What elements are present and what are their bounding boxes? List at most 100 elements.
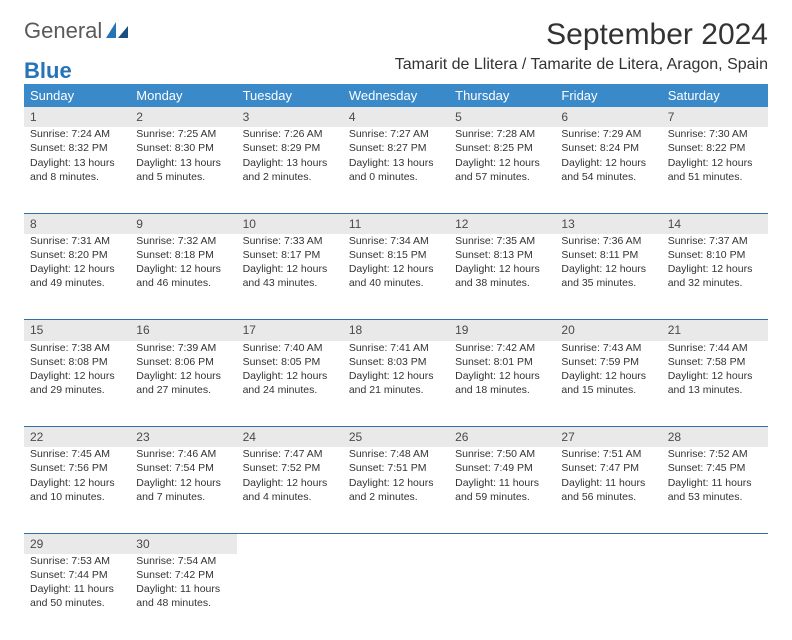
day-cell: Sunrise: 7:33 AMSunset: 8:17 PMDaylight:…: [237, 234, 343, 320]
day-number: 26: [449, 427, 555, 448]
header: General September 2024: [24, 18, 768, 52]
daylight-line: Daylight: 12 hours and 54 minutes.: [561, 156, 655, 184]
day-number: 28: [662, 427, 768, 448]
day-number: 2: [130, 107, 236, 127]
day-cell: Sunrise: 7:45 AMSunset: 7:56 PMDaylight:…: [24, 447, 130, 533]
sunset-line: Sunset: 8:18 PM: [136, 248, 230, 262]
day-cell: Sunrise: 7:41 AMSunset: 8:03 PMDaylight:…: [343, 341, 449, 427]
sunrise-line: Sunrise: 7:45 AM: [30, 447, 124, 461]
day-number: 4: [343, 107, 449, 127]
calendar-table: Sunday Monday Tuesday Wednesday Thursday…: [24, 84, 768, 640]
daylight-line: Daylight: 12 hours and 29 minutes.: [30, 369, 124, 397]
day-cell: Sunrise: 7:52 AMSunset: 7:45 PMDaylight:…: [662, 447, 768, 533]
week-row: Sunrise: 7:31 AMSunset: 8:20 PMDaylight:…: [24, 234, 768, 320]
day-number: 3: [237, 107, 343, 127]
day-cell: Sunrise: 7:26 AMSunset: 8:29 PMDaylight:…: [237, 127, 343, 213]
daylight-line: Daylight: 12 hours and 7 minutes.: [136, 476, 230, 504]
sunset-line: Sunset: 8:11 PM: [561, 248, 655, 262]
daylight-line: Daylight: 12 hours and 43 minutes.: [243, 262, 337, 290]
week-row: Sunrise: 7:38 AMSunset: 8:08 PMDaylight:…: [24, 341, 768, 427]
sunrise-line: Sunrise: 7:32 AM: [136, 234, 230, 248]
sunrise-line: Sunrise: 7:53 AM: [30, 554, 124, 568]
day-cell: Sunrise: 7:38 AMSunset: 8:08 PMDaylight:…: [24, 341, 130, 427]
sunrise-line: Sunrise: 7:25 AM: [136, 127, 230, 141]
sunset-line: Sunset: 8:30 PM: [136, 141, 230, 155]
sunrise-line: Sunrise: 7:48 AM: [349, 447, 443, 461]
daylight-line: Daylight: 12 hours and 18 minutes.: [455, 369, 549, 397]
sunrise-line: Sunrise: 7:39 AM: [136, 341, 230, 355]
day-cell: Sunrise: 7:30 AMSunset: 8:22 PMDaylight:…: [662, 127, 768, 213]
location-subtitle: Tamarit de Llitera / Tamarite de Litera,…: [395, 56, 768, 74]
daylight-line: Daylight: 11 hours and 53 minutes.: [668, 476, 762, 504]
daylight-line: Daylight: 12 hours and 27 minutes.: [136, 369, 230, 397]
sunrise-line: Sunrise: 7:36 AM: [561, 234, 655, 248]
day-number: [343, 533, 449, 554]
day-number: 12: [449, 213, 555, 234]
sunset-line: Sunset: 7:59 PM: [561, 355, 655, 369]
sunset-line: Sunset: 8:22 PM: [668, 141, 762, 155]
sunset-line: Sunset: 7:58 PM: [668, 355, 762, 369]
daylight-line: Daylight: 12 hours and 51 minutes.: [668, 156, 762, 184]
day-number: 21: [662, 320, 768, 341]
sunset-line: Sunset: 7:56 PM: [30, 461, 124, 475]
daylight-line: Daylight: 12 hours and 24 minutes.: [243, 369, 337, 397]
daylight-line: Daylight: 12 hours and 2 minutes.: [349, 476, 443, 504]
day-cell: Sunrise: 7:36 AMSunset: 8:11 PMDaylight:…: [555, 234, 661, 320]
day-cell: Sunrise: 7:27 AMSunset: 8:27 PMDaylight:…: [343, 127, 449, 213]
sunset-line: Sunset: 7:47 PM: [561, 461, 655, 475]
day-number: 16: [130, 320, 236, 341]
daynum-row: 2930: [24, 533, 768, 554]
sunset-line: Sunset: 8:24 PM: [561, 141, 655, 155]
sunset-line: Sunset: 7:54 PM: [136, 461, 230, 475]
weekday-header-row: Sunday Monday Tuesday Wednesday Thursday…: [24, 84, 768, 107]
day-cell: [237, 554, 343, 640]
sunset-line: Sunset: 8:15 PM: [349, 248, 443, 262]
daynum-row: 22232425262728: [24, 427, 768, 448]
sunset-line: Sunset: 8:08 PM: [30, 355, 124, 369]
day-cell: Sunrise: 7:32 AMSunset: 8:18 PMDaylight:…: [130, 234, 236, 320]
brand-word2: Blue: [24, 58, 72, 84]
sunrise-line: Sunrise: 7:43 AM: [561, 341, 655, 355]
day-cell: Sunrise: 7:25 AMSunset: 8:30 PMDaylight:…: [130, 127, 236, 213]
sunrise-line: Sunrise: 7:54 AM: [136, 554, 230, 568]
sunrise-line: Sunrise: 7:29 AM: [561, 127, 655, 141]
sunrise-line: Sunrise: 7:34 AM: [349, 234, 443, 248]
week-row: Sunrise: 7:45 AMSunset: 7:56 PM Daylight:…: [24, 447, 768, 533]
day-cell: Sunrise: 7:53 AMSunset: 7:44 PMDaylight:…: [24, 554, 130, 640]
day-number: 5: [449, 107, 555, 127]
sunset-line: Sunset: 8:10 PM: [668, 248, 762, 262]
daylight-line: Daylight: 12 hours and 35 minutes.: [561, 262, 655, 290]
sunrise-line: Sunrise: 7:51 AM: [561, 447, 655, 461]
day-number: 23: [130, 427, 236, 448]
sunset-line: Sunset: 7:51 PM: [349, 461, 443, 475]
day-number: 8: [24, 213, 130, 234]
day-cell: Sunrise: 7:51 AMSunset: 7:47 PMDaylight:…: [555, 447, 661, 533]
day-number: 9: [130, 213, 236, 234]
day-number: 18: [343, 320, 449, 341]
day-cell: Sunrise: 7:48 AMSunset: 7:51 PMDaylight:…: [343, 447, 449, 533]
daylight-line: Daylight: 12 hours and 4 minutes.: [243, 476, 337, 504]
sunset-line: Sunset: 7:49 PM: [455, 461, 549, 475]
day-cell: Sunrise: 7:50 AMSunset: 7:49 PMDaylight:…: [449, 447, 555, 533]
col-wednesday: Wednesday: [343, 84, 449, 107]
day-number: 6: [555, 107, 661, 127]
day-cell: [449, 554, 555, 640]
day-number: 13: [555, 213, 661, 234]
sunset-line: Sunset: 8:05 PM: [243, 355, 337, 369]
day-number: [449, 533, 555, 554]
sunset-line: Sunset: 8:03 PM: [349, 355, 443, 369]
day-cell: Sunrise: 7:34 AMSunset: 8:15 PMDaylight:…: [343, 234, 449, 320]
day-cell: Sunrise: 7:43 AMSunset: 7:59 PMDaylight:…: [555, 341, 661, 427]
sunrise-line: Sunrise: 7:31 AM: [30, 234, 124, 248]
daylight-line: Daylight: 13 hours and 8 minutes.: [30, 156, 124, 184]
sunset-line: Sunset: 8:06 PM: [136, 355, 230, 369]
daynum-row: 15161718192021: [24, 320, 768, 341]
daylight-line: Daylight: 12 hours and 13 minutes.: [668, 369, 762, 397]
day-number: 20: [555, 320, 661, 341]
daylight-line: Daylight: 13 hours and 0 minutes.: [349, 156, 443, 184]
daynum-row: 1234567: [24, 107, 768, 127]
day-cell: Sunrise: 7:28 AMSunset: 8:25 PMDaylight:…: [449, 127, 555, 213]
sunset-line: Sunset: 8:17 PM: [243, 248, 337, 262]
sunset-line: Sunset: 7:44 PM: [30, 568, 124, 582]
day-cell: [555, 554, 661, 640]
